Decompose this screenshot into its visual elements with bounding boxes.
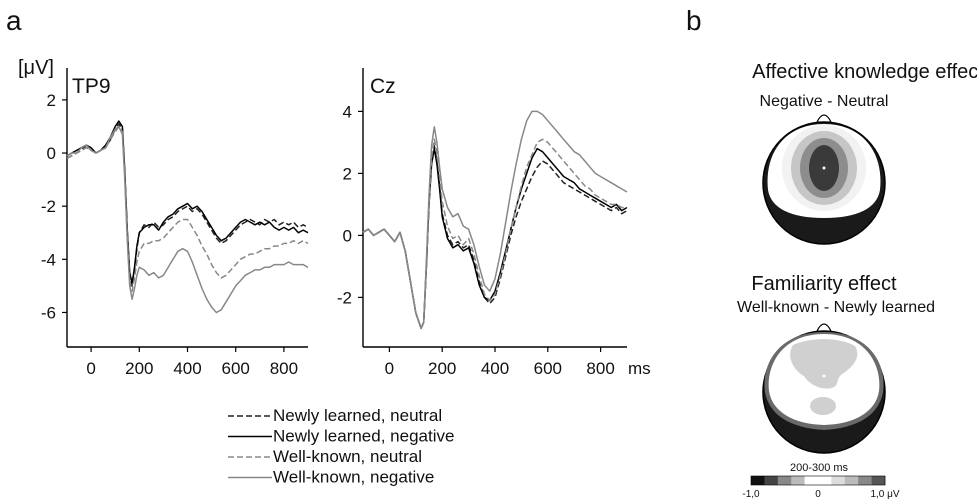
topomap-2-electrode [822,374,826,378]
tp9-chart: [μV] TP9 2 0 -2 -4 -6 0 200 400 600 800 [18,57,309,378]
colorbar-segment [844,476,859,485]
tp9-series-line [66,125,309,314]
cz-series-line [362,144,628,330]
cz-xlabel: ms [628,359,651,378]
tp9-ytick-label: -2 [41,197,56,216]
topomap-2-head [762,323,886,454]
topomap-2-subtitle: Well-known - Newly learned [737,299,935,316]
legend-label: Well-known, negative [273,468,434,487]
cz-xtick-label: 800 [586,359,614,378]
panel-label-b: b [686,5,702,36]
cz-xtick-label: 200 [428,359,456,378]
cz-ytick-label: 4 [343,102,352,121]
tp9-title: TP9 [72,75,111,98]
cz-xtick-label: 600 [534,359,562,378]
tp9-xtick-label: 0 [86,359,95,378]
cz-series-line [362,110,628,330]
legend-label: Well-known, neutral [273,447,422,466]
colorbar-time-window: 200-300 ms [790,462,849,474]
topomap-1-title: Affective knowledge effect [752,61,977,83]
cz-ytick-label: -2 [337,288,352,307]
tp9-xtick-label: 400 [173,359,201,378]
tp9-xtick-label: 600 [222,359,250,378]
topomap-1-subtitle: Negative - Neutral [760,93,889,110]
tp9-ylabel: [μV] [18,57,54,79]
colorbar-segment [831,476,846,485]
colorbar-segment [858,476,872,485]
colorbar-segment [764,476,779,485]
tp9-ytick-label: 0 [47,144,56,163]
tp9-ytick-label: -4 [41,250,56,269]
colorbar-segment [791,476,805,485]
colorbar [750,475,886,486]
cz-ytick-label: 0 [343,226,352,245]
colorbar-frame [750,475,886,486]
tp9-ytick-label: -6 [41,303,56,322]
colorbar-label-max: 1,0 μV [870,489,899,500]
cz-xtick-label: 0 [385,359,394,378]
colorbar-segment [751,476,765,485]
legend: Newly learned, neutral Newly learned, neg… [228,406,454,487]
cz-ytick-label: 2 [343,164,352,183]
legend-label: Newly learned, negative [273,427,454,446]
tp9-xtick-label: 800 [270,359,298,378]
tp9-xtick-label: 200 [125,359,153,378]
topomap-2-title: Familiarity effect [751,273,897,295]
colorbar-segment [804,476,819,485]
topomap-2-nose [816,323,832,332]
topomap-1-head [762,114,886,245]
tp9-series-line [66,120,309,284]
cz-xtick-label: 400 [481,359,509,378]
topomap-1-nose [816,114,832,123]
colorbar-segment [818,476,832,485]
tp9-series-line [66,123,309,287]
topomap-1-electrode [822,166,826,170]
colorbar-label-zero: 0 [815,489,821,500]
topomap-2-contour-3 [810,397,836,415]
cz-series-line [362,147,628,330]
colorbar-segment [777,476,792,485]
cz-series-line [362,138,627,330]
panel-label-a: a [6,5,22,36]
tp9-series-line [66,125,309,292]
legend-label: Newly learned, neutral [273,406,442,425]
colorbar-segment [871,476,886,485]
cz-title: Cz [370,75,396,98]
cz-chart: Cz 4 2 0 -2 0 200 400 600 800 ms [337,68,651,378]
tp9-ytick-label: 2 [47,91,56,110]
topomap-2-contour-2 [790,339,858,389]
colorbar-label-min: -1,0 [742,489,760,500]
